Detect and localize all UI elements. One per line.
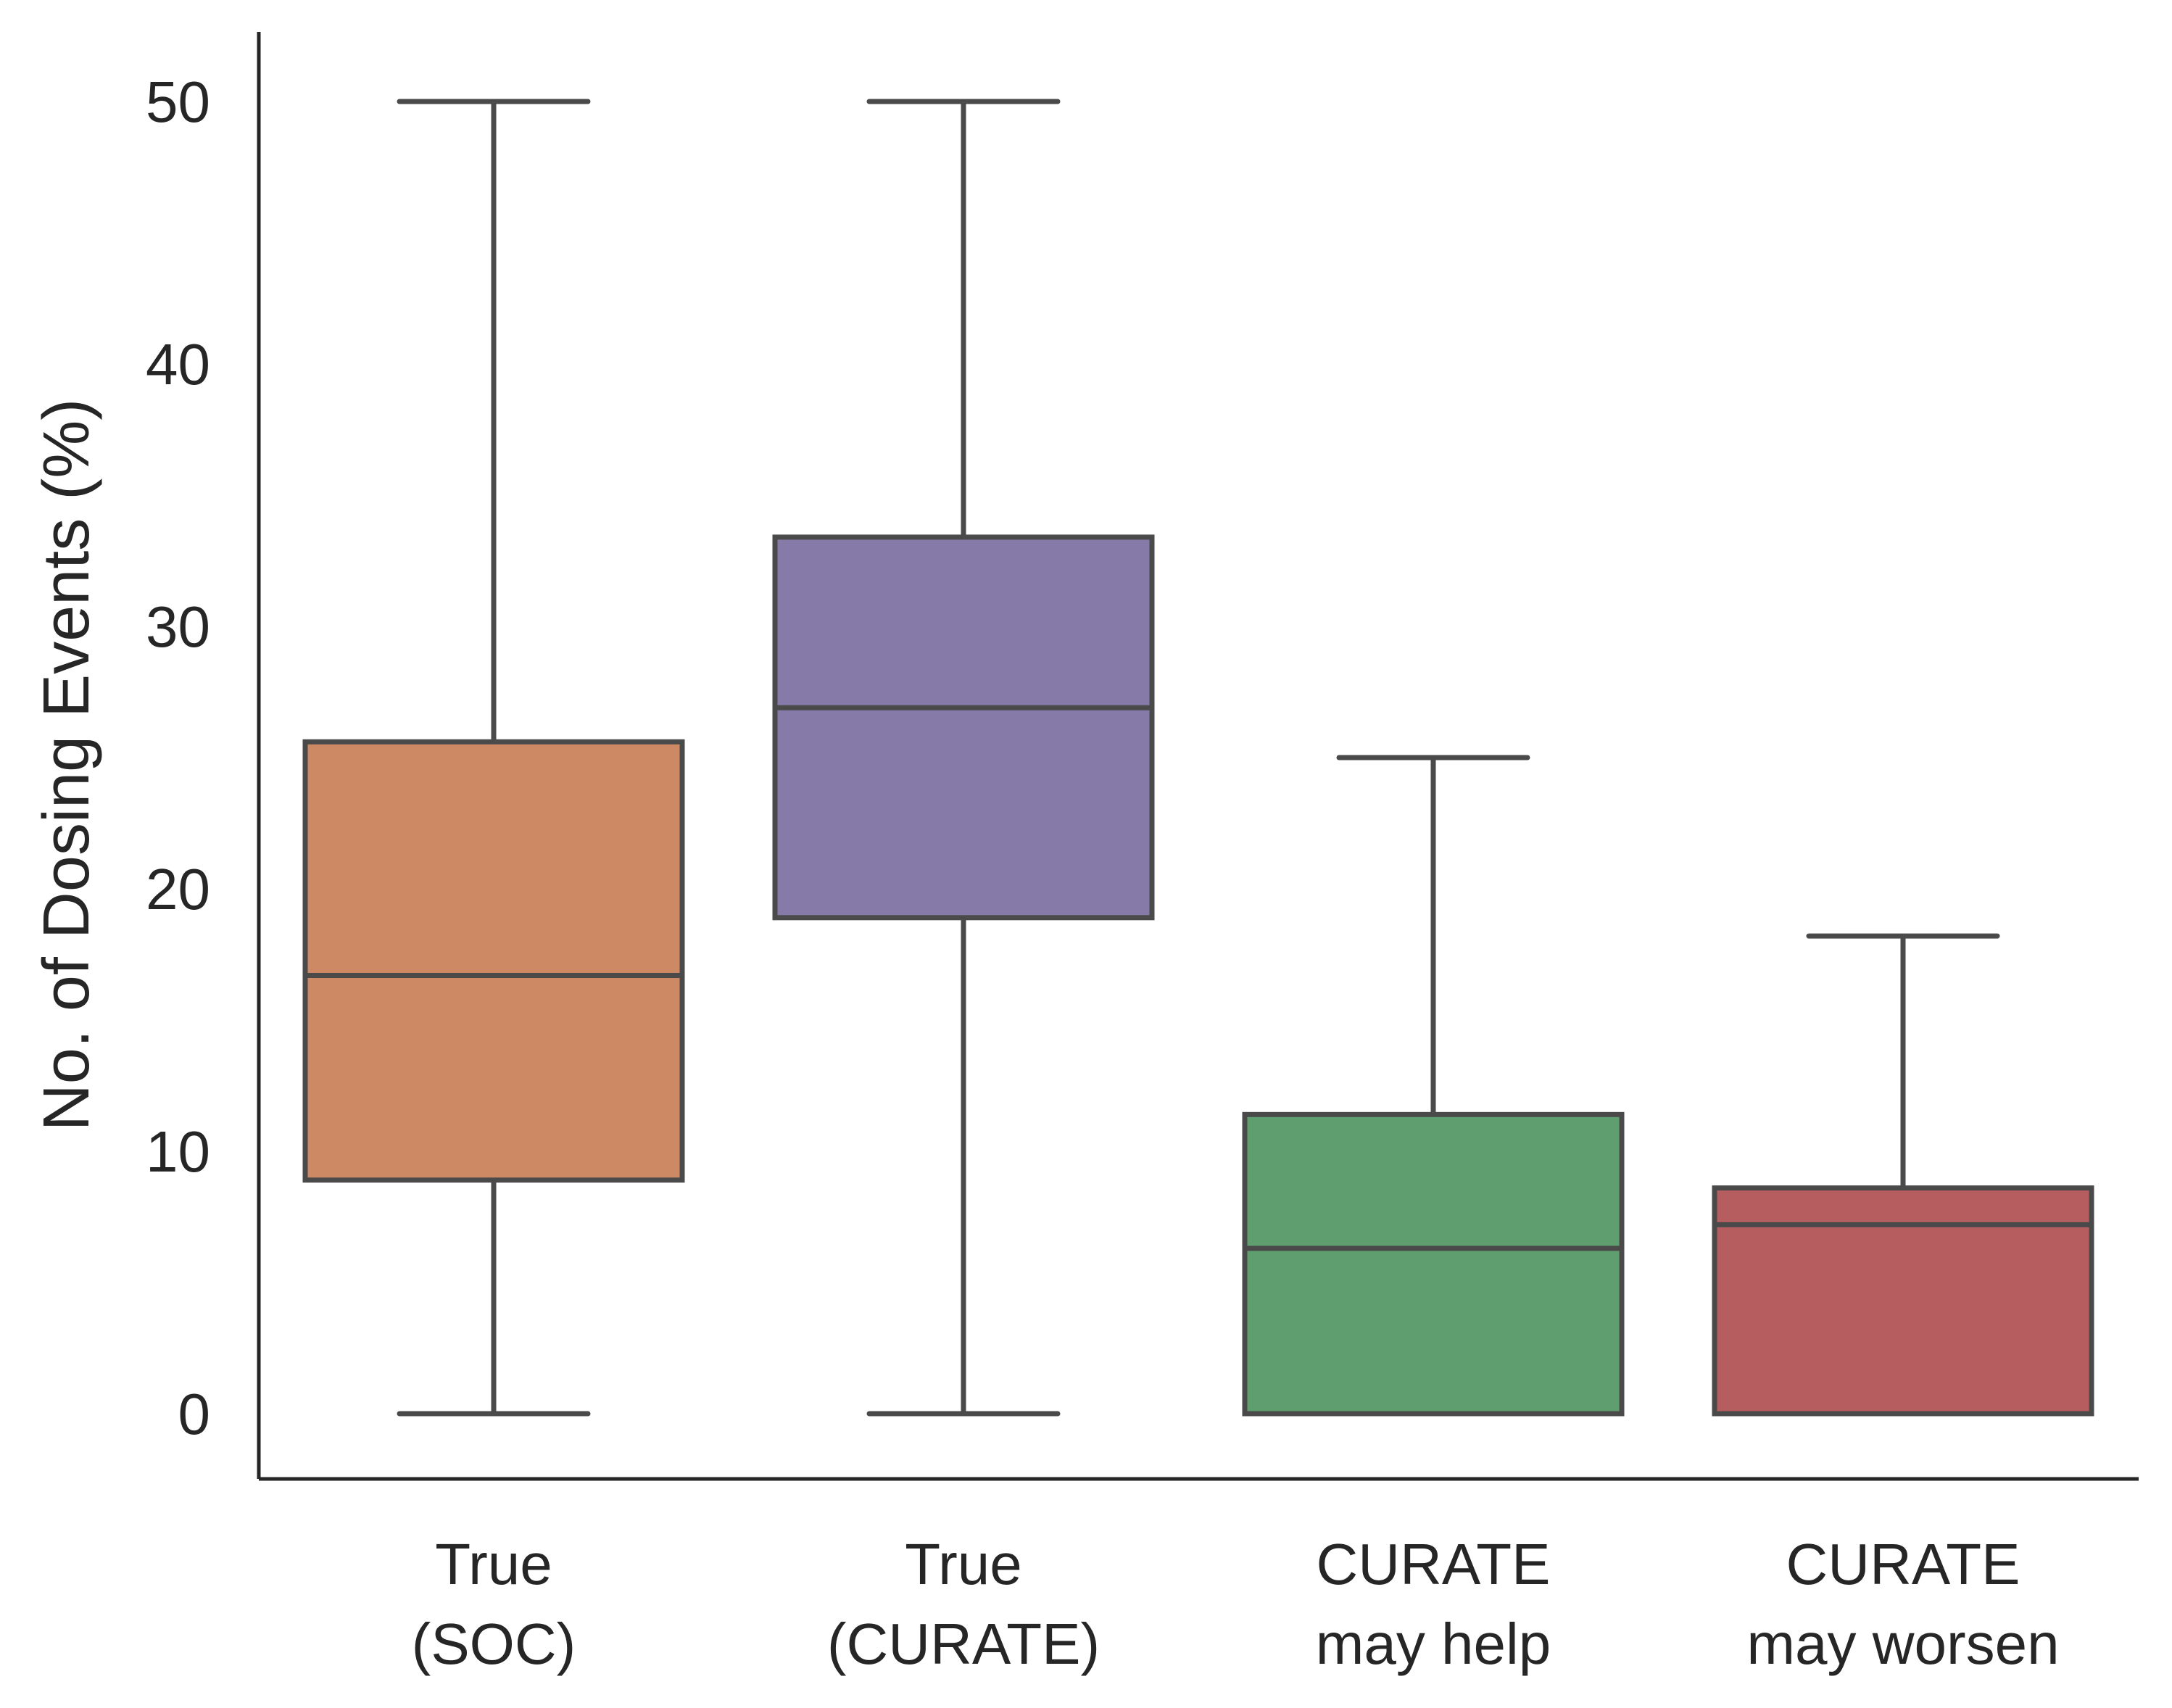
box-2 — [1242, 755, 1625, 1417]
y-tick-label-0: 0 — [178, 1382, 211, 1446]
x-category-label-1-line2: (CURATE) — [827, 1612, 1100, 1676]
x-category-label-0-line1: True — [435, 1532, 552, 1596]
axes — [257, 32, 2139, 1481]
y-tick-label-50: 50 — [146, 70, 210, 134]
box-0 — [302, 99, 685, 1417]
box-3 — [1712, 933, 2094, 1417]
x-category-label-1-line1: True — [905, 1532, 1022, 1596]
y-tick-label-20: 20 — [146, 857, 210, 921]
y-tick-label-40: 40 — [146, 332, 210, 397]
iqr-box-3 — [1712, 1185, 2094, 1417]
boxes — [302, 99, 2094, 1417]
iqr-box-1 — [772, 534, 1155, 921]
x-category-label-2-line1: CURATE — [1317, 1532, 1551, 1596]
x-category-labels: True (SOC) True (CURATE) CURATE may help CURAT… — [412, 1532, 2060, 1676]
y-tick-labels: 0 10 20 30 40 50 — [146, 70, 210, 1446]
x-category-label-0-line2: (SOC) — [412, 1612, 576, 1676]
y-tick-label-30: 30 — [146, 594, 210, 659]
y-tick-label-10: 10 — [146, 1119, 210, 1184]
iqr-box-0 — [302, 739, 685, 1183]
iqr-box-2 — [1242, 1111, 1625, 1417]
x-category-label-3-line1: CURATE — [1786, 1532, 2020, 1596]
box-1 — [772, 99, 1155, 1417]
y-axis-title: No. of Dosing Events (%) — [30, 399, 103, 1131]
x-category-label-2-line2: may help — [1316, 1612, 1551, 1676]
x-category-label-3-line2: may worsen — [1746, 1612, 2059, 1676]
